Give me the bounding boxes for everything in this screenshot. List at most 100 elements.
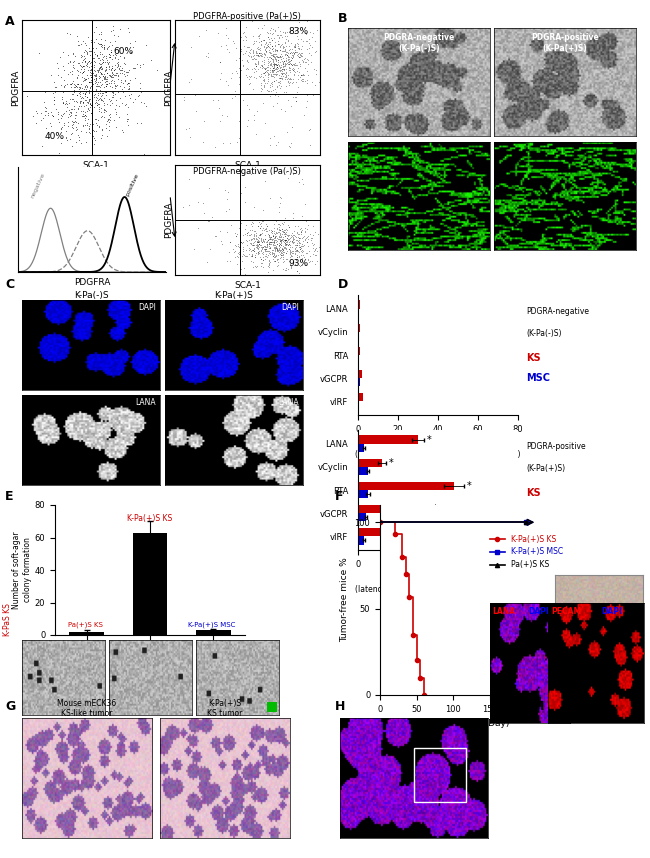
Point <box>291 230 302 244</box>
Point <box>311 248 321 262</box>
Point <box>92 64 103 78</box>
Point <box>276 245 287 258</box>
Point <box>111 79 121 93</box>
Point <box>257 257 267 270</box>
Point <box>124 81 135 94</box>
Point <box>261 234 271 248</box>
Point <box>273 255 283 269</box>
Point <box>79 82 90 96</box>
Point <box>261 36 272 50</box>
Point <box>256 244 266 257</box>
Point <box>266 233 277 247</box>
Point <box>69 77 79 91</box>
Point <box>261 233 272 247</box>
Point <box>89 63 99 76</box>
Point <box>79 73 90 87</box>
Point <box>81 125 92 139</box>
Point <box>300 232 310 245</box>
Point <box>270 243 280 257</box>
Point <box>251 34 261 48</box>
Point <box>266 235 276 249</box>
Point <box>259 243 270 257</box>
Point <box>270 241 281 255</box>
Point <box>257 240 267 254</box>
Point <box>72 88 82 101</box>
Point <box>284 76 294 89</box>
Point <box>274 239 284 252</box>
Point <box>104 68 114 82</box>
Point <box>252 241 263 255</box>
Point <box>296 69 306 82</box>
Point <box>216 39 226 52</box>
Point <box>242 249 253 263</box>
Point <box>274 229 284 243</box>
Point <box>268 63 278 77</box>
Point <box>66 77 77 91</box>
Point <box>254 45 264 59</box>
Point <box>266 225 276 239</box>
Point <box>280 263 291 277</box>
Point <box>265 55 276 69</box>
Point <box>98 55 109 69</box>
Point <box>110 58 120 72</box>
Point <box>248 236 258 250</box>
Point <box>88 129 98 142</box>
Point <box>282 238 293 251</box>
Point <box>290 58 300 72</box>
Point <box>90 73 101 87</box>
Point <box>318 225 329 239</box>
Point <box>280 237 290 251</box>
Point <box>86 70 96 84</box>
Point <box>259 33 270 46</box>
Point <box>86 106 96 119</box>
Point <box>104 47 114 61</box>
Point <box>253 220 263 233</box>
Point <box>309 62 319 76</box>
Point <box>296 48 306 62</box>
Point <box>119 51 129 64</box>
Point <box>239 235 249 249</box>
Point <box>252 46 263 60</box>
Point <box>276 38 286 51</box>
Point <box>68 74 79 88</box>
Point <box>268 243 278 257</box>
Point <box>96 89 106 103</box>
Point <box>240 267 250 281</box>
Point <box>249 235 259 249</box>
Point <box>246 250 256 263</box>
Point <box>118 68 129 82</box>
Point <box>294 65 304 79</box>
Point <box>263 39 274 52</box>
Point <box>273 64 283 78</box>
Point <box>72 77 82 91</box>
Text: positive: positive <box>125 172 140 196</box>
Point <box>302 94 312 107</box>
Point <box>265 43 275 57</box>
Point <box>297 39 307 52</box>
Point <box>98 53 109 67</box>
Point <box>237 247 248 261</box>
Point <box>250 251 260 264</box>
Point <box>282 72 293 86</box>
Point <box>309 245 319 258</box>
Point <box>244 102 254 116</box>
Point <box>251 239 261 252</box>
Text: PDGFRA-positive (Pa(+)S): PDGFRA-positive (Pa(+)S) <box>193 12 301 21</box>
Point <box>69 85 79 99</box>
Point <box>95 70 105 84</box>
Point <box>302 52 312 66</box>
Point <box>89 58 99 72</box>
Point <box>257 82 267 96</box>
Point <box>242 53 252 67</box>
Point <box>244 233 254 247</box>
Point <box>124 76 134 90</box>
Point <box>300 51 310 64</box>
Point <box>268 252 279 266</box>
Point <box>292 85 303 99</box>
Point <box>270 255 280 269</box>
Point <box>318 243 328 257</box>
Point <box>69 54 79 68</box>
Point <box>268 48 278 62</box>
Point <box>278 66 288 80</box>
Point <box>281 79 291 93</box>
